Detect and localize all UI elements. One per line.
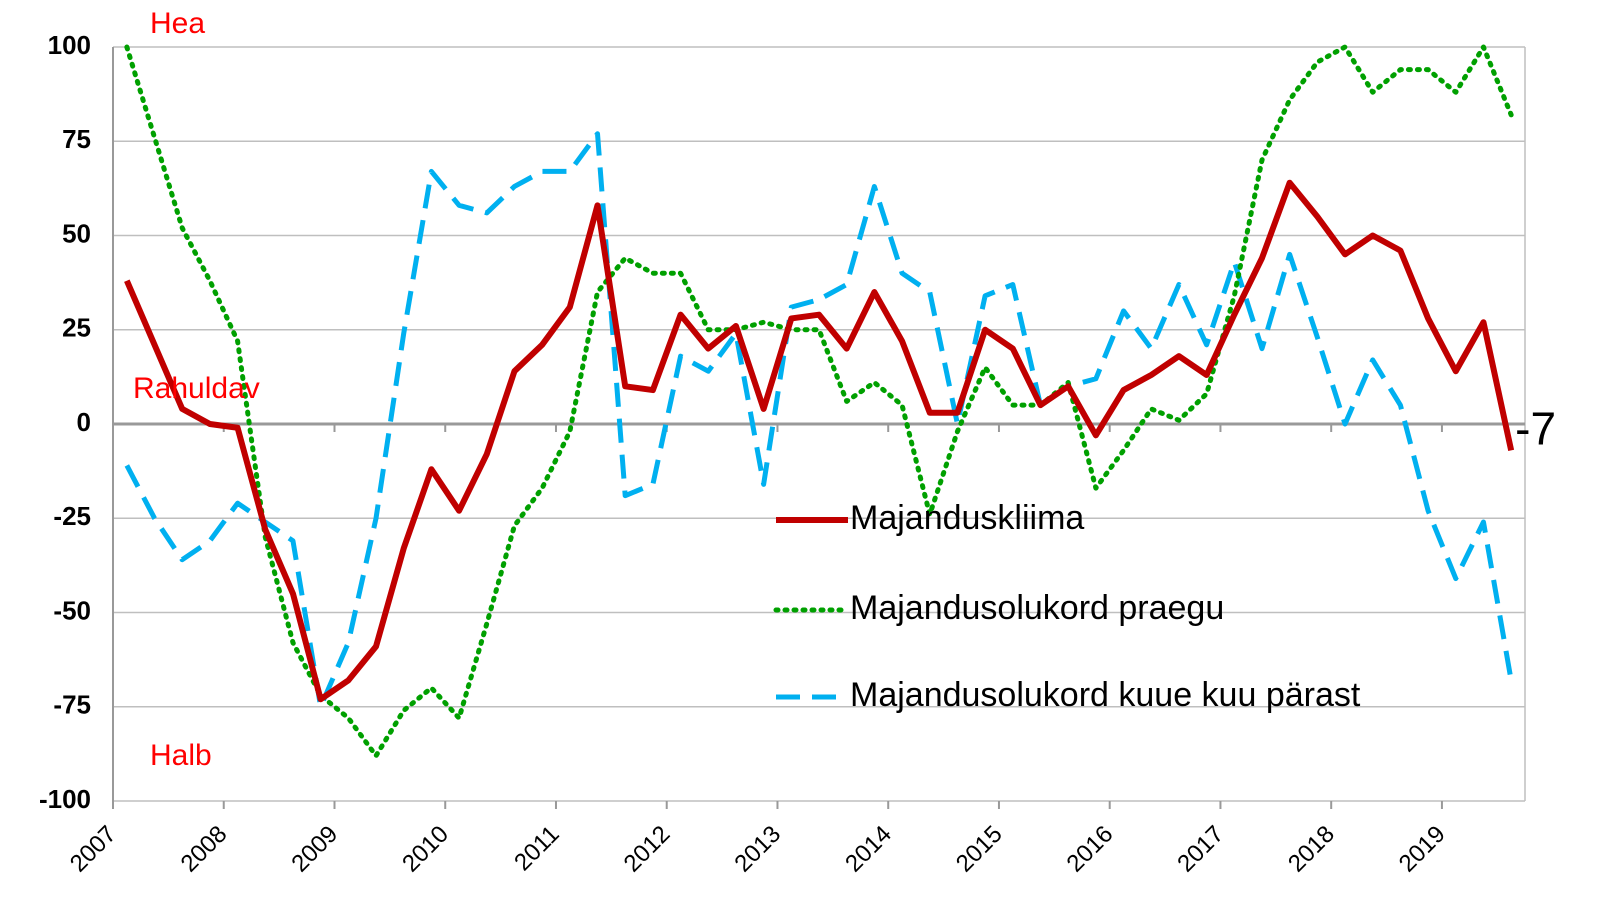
y-tick-label: 25 — [62, 313, 91, 343]
legend-label: Majanduskliima — [850, 499, 1084, 537]
y-tick-label: 0 — [77, 407, 91, 437]
annotation: Rahuldav — [133, 372, 260, 405]
legend-label: Majandusolukord kuue kuu pärast — [850, 676, 1361, 714]
y-tick-label: -100 — [39, 784, 91, 814]
x-tick-label: 2019 — [1394, 821, 1451, 878]
x-tick-label: 2013 — [729, 821, 786, 878]
series-line — [124, 131, 1514, 710]
annotation: Halb — [150, 739, 212, 772]
x-tick-label: 2012 — [619, 821, 676, 878]
data-label: -7 — [1515, 403, 1556, 455]
x-tick-label: 2007 — [65, 821, 122, 878]
y-tick-label: -25 — [53, 501, 91, 531]
x-tick-label: 2009 — [286, 821, 343, 878]
legend-label: Majandusolukord praegu — [850, 589, 1224, 627]
x-tick-label: 2008 — [176, 821, 233, 878]
annotation: Hea — [150, 7, 205, 40]
y-tick-label: 100 — [48, 30, 91, 60]
x-tick-label: 2018 — [1283, 821, 1340, 878]
x-tick-label: 2016 — [1062, 821, 1119, 878]
x-tick-label: 2010 — [397, 821, 454, 878]
x-tick-label: 2014 — [840, 821, 897, 878]
y-tick-label: -50 — [53, 595, 91, 625]
y-tick-label: -75 — [53, 690, 91, 720]
y-tick-label: 50 — [62, 218, 91, 248]
y-tick-label: 75 — [62, 124, 91, 154]
series-line — [124, 179, 1515, 703]
x-tick-label: 2017 — [1172, 821, 1229, 878]
x-tick-label: 2011 — [509, 821, 565, 877]
x-tick-label: 2015 — [951, 821, 1008, 878]
series-line — [124, 44, 1514, 759]
